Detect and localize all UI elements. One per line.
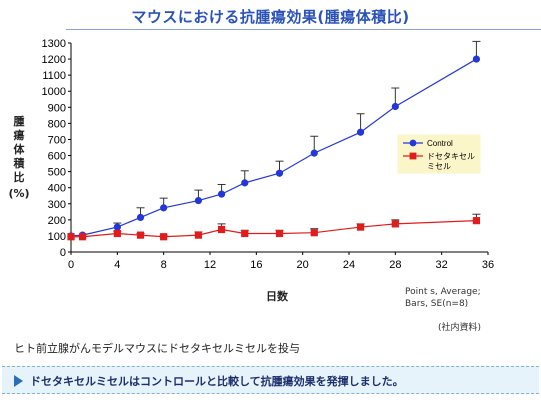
data-point bbox=[67, 233, 75, 241]
page-title: マウスにおける抗腫瘍効果(腫瘍体積比) bbox=[131, 8, 410, 26]
x-tick-label: 32 bbox=[436, 259, 448, 271]
data-point bbox=[78, 233, 87, 241]
x-tick-label: 16 bbox=[250, 259, 262, 271]
data-point bbox=[136, 213, 145, 222]
data-point bbox=[113, 229, 121, 238]
legend-marker bbox=[409, 139, 417, 147]
title-rule bbox=[66, 29, 541, 30]
data-point bbox=[136, 231, 145, 239]
y-tick-label: 100 bbox=[48, 231, 66, 243]
y-tick-label: 500 bbox=[48, 167, 66, 179]
x-tick-label: 0 bbox=[68, 259, 74, 271]
y-tick-label: 1300 bbox=[42, 38, 66, 50]
y-axis-unit: (%) bbox=[8, 187, 30, 200]
data-point bbox=[194, 196, 203, 205]
figure-caption: ヒト前立腺がんモデルマウスにドセタキセルミセルを投与 bbox=[14, 342, 300, 355]
series-line bbox=[71, 220, 477, 238]
data-point bbox=[194, 231, 203, 239]
data-point bbox=[217, 225, 226, 234]
data-point bbox=[391, 220, 399, 228]
data-point bbox=[310, 149, 318, 157]
legend-label: ミセル bbox=[427, 162, 451, 171]
data-point bbox=[241, 229, 249, 238]
x-tick-label: 4 bbox=[114, 259, 120, 271]
x-tick-label: 20 bbox=[297, 259, 309, 271]
y-axis-label-char: 瘍 bbox=[13, 129, 25, 142]
stats-note: Point s, Average; Bars, SE(n=8) bbox=[405, 286, 481, 310]
legend-label: Control bbox=[427, 139, 453, 148]
y-tick-label: 600 bbox=[48, 151, 66, 163]
y-tick-label: 400 bbox=[48, 183, 66, 195]
source-note: (社内資料) bbox=[438, 323, 482, 333]
y-axis-label: 腫 瘍 体 積 比 (%) bbox=[8, 115, 30, 201]
data-point bbox=[275, 229, 284, 238]
y-axis-label-char: 腫 bbox=[13, 115, 25, 128]
y-tick-label: 0 bbox=[60, 247, 66, 259]
x-tick-label: 24 bbox=[343, 259, 355, 271]
y-axis-label-char: 比 bbox=[13, 171, 25, 184]
stats-note-line: Bars, SE(n=8) bbox=[405, 299, 469, 309]
data-point bbox=[356, 223, 365, 231]
data-point bbox=[310, 229, 318, 237]
x-tick-label: 8 bbox=[161, 259, 167, 271]
y-axis-label-char: 積 bbox=[13, 157, 25, 170]
y-tick-label: 800 bbox=[48, 118, 66, 130]
y-tick-label: 700 bbox=[48, 134, 66, 146]
y-tick-label: 1200 bbox=[42, 54, 66, 66]
y-tick-label: 1000 bbox=[42, 86, 66, 98]
y-tick-label: 1100 bbox=[42, 70, 66, 82]
data-point bbox=[160, 233, 168, 241]
x-axis-label: 日数 bbox=[266, 290, 288, 303]
data-point bbox=[241, 179, 249, 187]
legend-label: ドセタキセル bbox=[427, 152, 475, 161]
y-tick-label: 300 bbox=[48, 199, 66, 211]
data-point bbox=[472, 55, 481, 63]
y-tick-label: 200 bbox=[48, 215, 66, 227]
x-tick-label: 28 bbox=[389, 259, 401, 271]
data-point bbox=[217, 190, 226, 198]
conclusion-callout: ドセタキセルミセルはコントロールと比較して抗腫瘍効果を発揮しました。 bbox=[2, 366, 539, 394]
data-point bbox=[391, 102, 399, 111]
y-axis-label-char: 体 bbox=[13, 143, 25, 156]
data-point bbox=[472, 217, 481, 225]
conclusion-text: ドセタキセルミセルはコントロールと比較して抗腫瘍効果を発揮しました。 bbox=[30, 375, 404, 388]
stats-note-line: Point s, Average; bbox=[405, 287, 481, 297]
data-point bbox=[356, 128, 365, 136]
data-point bbox=[160, 204, 168, 212]
arrow-right-icon bbox=[14, 375, 23, 387]
x-tick-label: 12 bbox=[204, 259, 216, 271]
y-tick-label: 900 bbox=[48, 102, 66, 114]
x-tick-label: 36 bbox=[482, 259, 494, 271]
data-point bbox=[113, 223, 121, 231]
legend-marker bbox=[409, 152, 417, 160]
data-point bbox=[275, 169, 284, 177]
